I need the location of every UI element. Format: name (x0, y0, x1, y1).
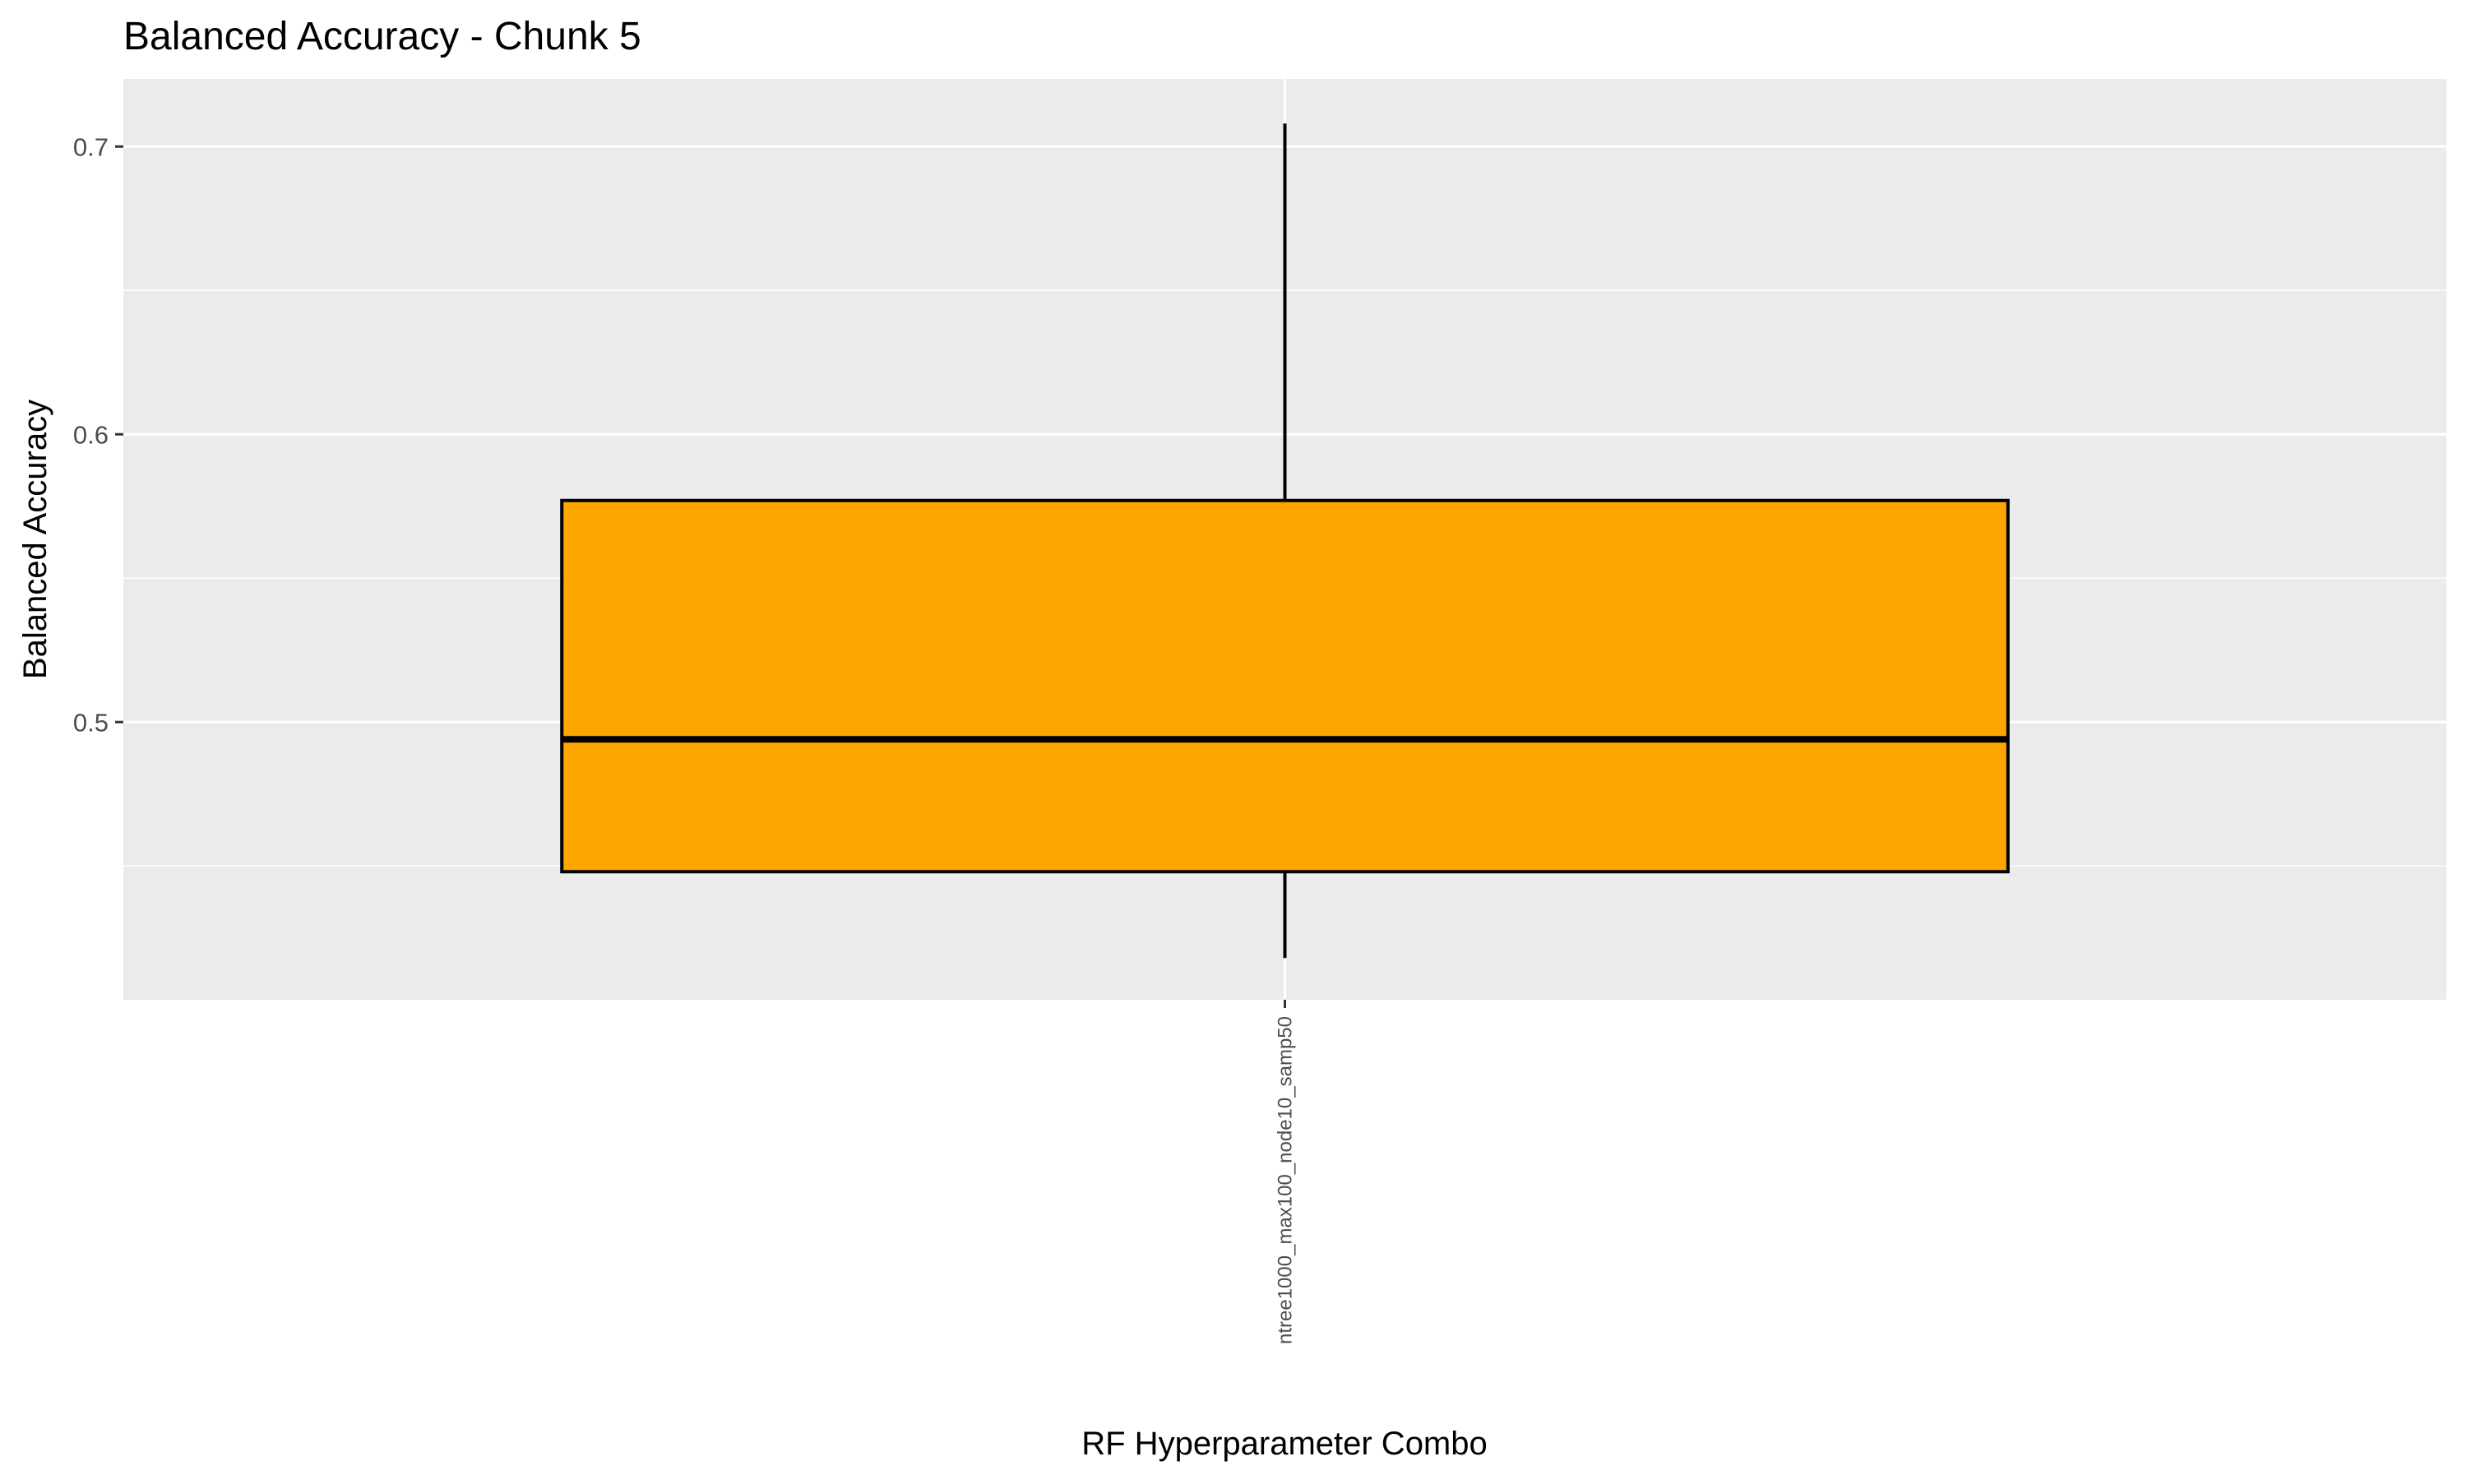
y-tick-label: 0.6 (73, 420, 109, 449)
box-group (560, 123, 2010, 959)
chart-title: Balanced Accuracy - Chunk 5 (123, 15, 641, 58)
y-tick-label: 0.5 (73, 708, 109, 737)
x-axis-label: RF Hyperparameter Combo (1081, 1426, 1488, 1462)
iqr-box (560, 498, 2010, 874)
y-tick-label: 0.7 (73, 132, 109, 161)
box-layer (560, 123, 2010, 959)
x-tick-label: ntree1000_max100_node10_samp50 (1275, 1016, 1297, 1344)
y-axis-label: Balanced Accuracy (17, 400, 53, 679)
y-axis: 0.5 0.6 0.7 (73, 132, 123, 737)
x-axis: ntree1000_max100_node10_samp50 (1275, 1000, 1297, 1344)
